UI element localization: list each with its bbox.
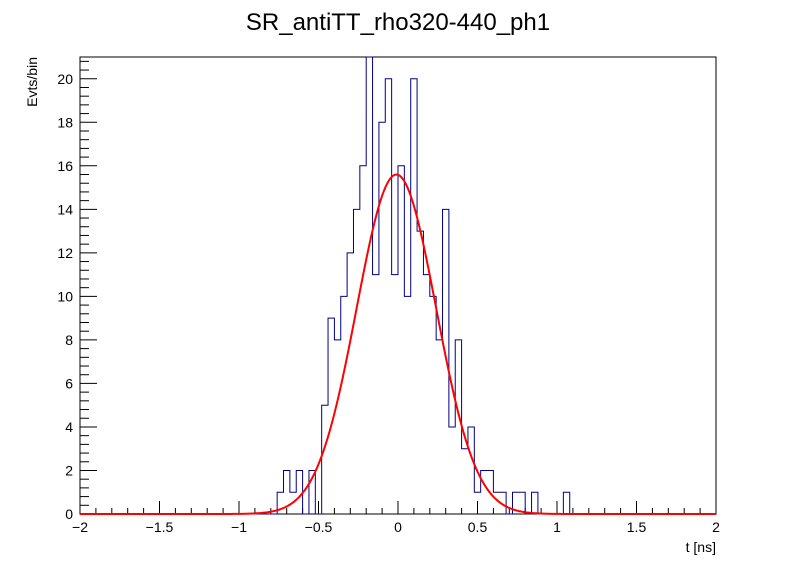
histogram-bin [462,449,468,514]
y-axis: 0 2 4 6 8 10 12 14 16 18 20 [57,60,97,522]
x-tick-label: 1 [553,519,561,535]
histogram-bin [392,275,398,514]
y-tick-label: 16 [57,158,73,174]
histogram-bin [455,340,461,514]
gaussian-fit-curve [80,173,716,515]
chart-title: SR_antiTT_rho320-440_ph1 [246,9,550,36]
histogram-layer [80,56,716,515]
histogram-bin [411,79,417,514]
y-tick-label: 4 [65,419,73,435]
y-tick-label: 8 [65,332,73,348]
histogram-bin [334,340,340,514]
histogram-bin [353,209,359,514]
x-tick-label: 2 [712,519,720,535]
y-tick-label: 18 [57,114,73,130]
y-tick-label: 14 [57,201,73,217]
histogram-bin [360,166,366,514]
y-tick-label: 2 [65,462,73,478]
y-tick-label: 10 [57,288,73,304]
y-tick-label: 20 [57,71,73,87]
x-axis: −2 −1.5 −1 −0.5 0 0.5 1 1.5 2 [72,501,720,535]
y-tick-label: 6 [65,375,73,391]
x-tick-label: −0.5 [305,519,333,535]
histogram-bin [532,492,538,514]
histogram-bin [436,340,442,514]
histogram-bin [417,231,423,514]
histogram-bin [468,427,474,514]
histogram-bin [296,470,302,514]
histogram-bin [398,166,404,514]
histogram-bin [481,470,487,514]
y-tick-label: 12 [57,245,73,261]
histogram-bin [423,275,429,514]
x-tick-label: 1.5 [627,519,647,535]
y-tick-label: 0 [65,506,73,522]
y-axis-label: Evts/bin [24,57,40,107]
x-tick-label: 0.5 [468,519,488,535]
histogram-bin [443,209,449,514]
histogram-bin [474,492,480,514]
x-tick-label: −2 [72,519,88,535]
histogram-bin [373,275,379,514]
histogram-outline [80,56,716,515]
x-tick-label: −1.5 [146,519,174,535]
x-tick-label: 0 [394,519,402,535]
histogram-bin [430,296,436,514]
fit-curve-layer [80,173,716,515]
histogram-bin [449,427,455,514]
histogram-bin [366,57,372,514]
histogram-bin [385,79,391,514]
histogram-bin [493,492,499,514]
histogram-bin [563,492,569,514]
x-tick-label: −1 [231,519,247,535]
histogram-bin [347,253,353,514]
histogram-bin [322,405,328,514]
histogram-bin [404,296,410,514]
histogram-bin [379,122,385,514]
histogram-bin [341,296,347,514]
x-axis-label: t [ns] [686,539,716,555]
